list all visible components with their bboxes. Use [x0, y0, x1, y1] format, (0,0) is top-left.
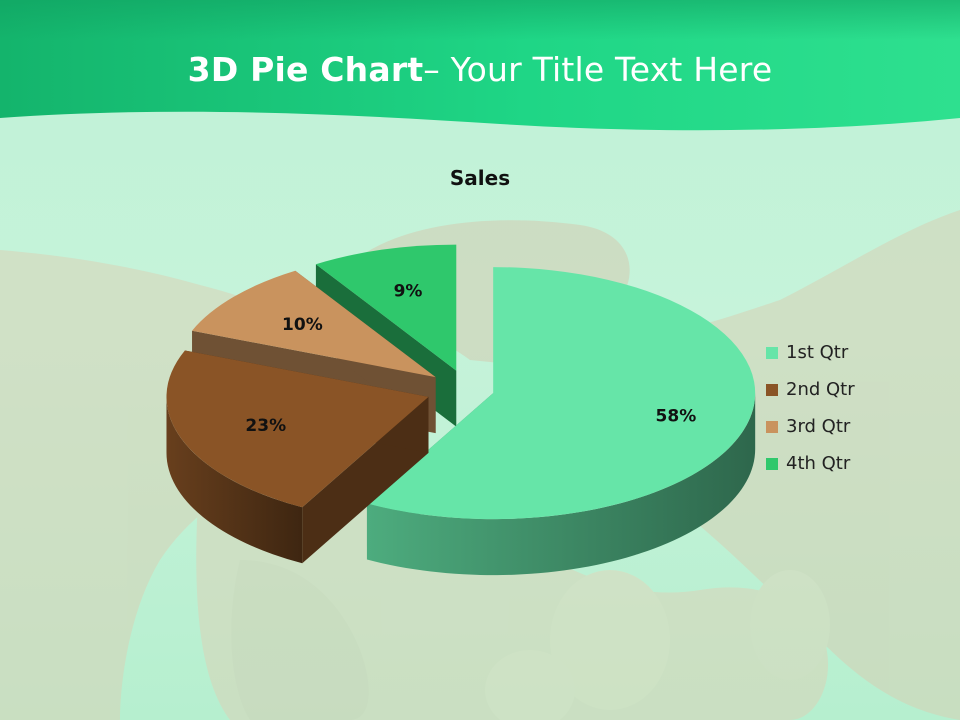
- pie-slice-outer-wall: [166, 396, 303, 564]
- data-label-4: 9%: [394, 282, 423, 302]
- legend-label: 2nd Qtr: [786, 379, 855, 400]
- pie-slice-2: [166, 350, 429, 564]
- slide-title: 3D Pie Chart– Your Title Text Here: [0, 48, 960, 92]
- pie-slice-top: [192, 270, 436, 378]
- slide-title-bold: 3D Pie Chart: [187, 50, 424, 89]
- pie-slice-outer-wall: [366, 393, 756, 576]
- legend-label: 4th Qtr: [786, 453, 851, 474]
- data-label-1: 58%: [656, 407, 697, 427]
- slide-title-rest: – Your Title Text Here: [423, 50, 773, 89]
- legend-label: 1st Qtr: [786, 342, 849, 363]
- legend-swatch: [766, 420, 778, 433]
- chart-title: Sales: [449, 166, 511, 190]
- legend-item-4: 4th Qtr: [766, 445, 855, 482]
- legend-swatch: [766, 383, 778, 396]
- pie-slice-top: [315, 244, 457, 371]
- data-labels: 58% 23% 10% 9%: [245, 282, 696, 436]
- legend-item-1: 1st Qtr: [766, 334, 855, 371]
- data-label-3: 10%: [282, 315, 323, 335]
- pie-slice-top: [366, 267, 756, 520]
- legend-item-3: 3rd Qtr: [766, 408, 855, 445]
- pie-slice-1: [366, 267, 756, 576]
- pie-slice-top: [166, 350, 429, 508]
- pie-slices: [166, 244, 756, 576]
- legend-label: 3rd Qtr: [786, 416, 851, 437]
- data-label-2: 23%: [245, 416, 286, 436]
- legend-swatch: [766, 346, 778, 359]
- legend-swatch: [766, 457, 778, 470]
- chart-legend: 1st Qtr 2nd Qtr 3rd Qtr 4th Qtr: [766, 334, 855, 482]
- legend-item-2: 2nd Qtr: [766, 371, 855, 408]
